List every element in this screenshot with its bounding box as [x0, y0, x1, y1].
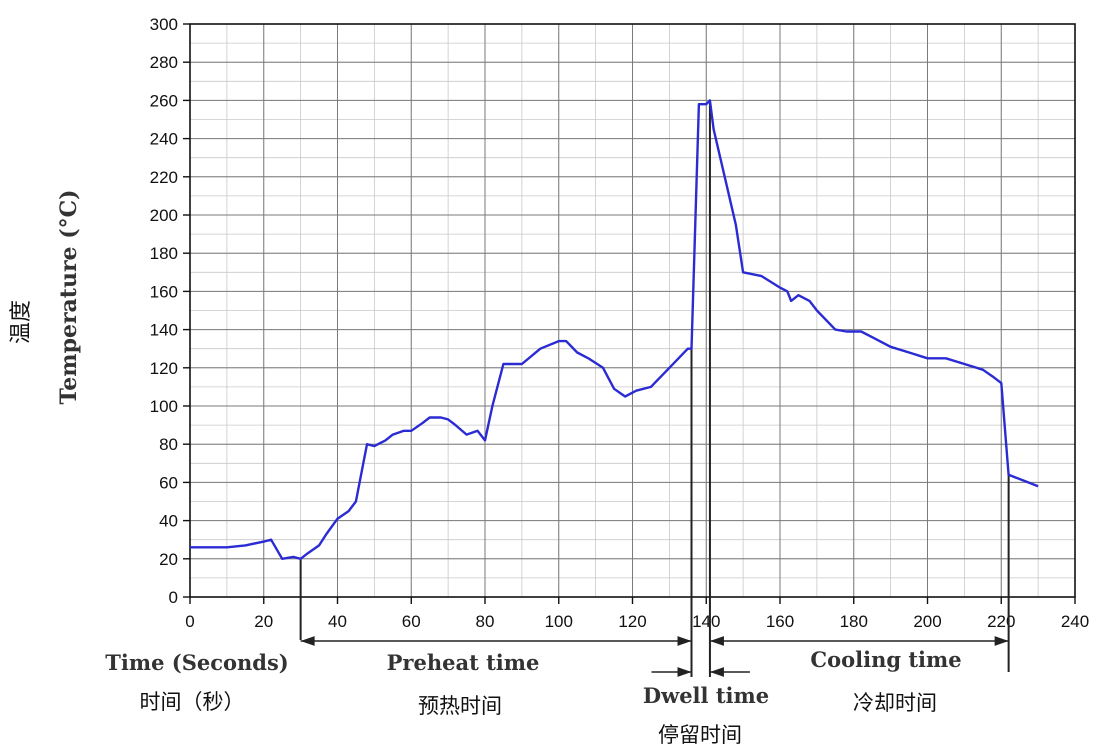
preheat-label: Preheat time: [387, 650, 540, 675]
y-tick-label: 180: [150, 244, 178, 263]
phase-marker-lines: [299, 100, 1010, 677]
dwell-label: Dwell time: [643, 683, 769, 708]
x-tick-label: 220: [987, 612, 1015, 631]
x-tick-label: 0: [185, 612, 194, 631]
y-tick-label: 300: [150, 15, 178, 34]
y-tick-label: 240: [150, 130, 178, 149]
y-tick-label: 220: [150, 168, 178, 187]
y-tick-label: 160: [150, 282, 178, 301]
dwell-label-cn: 停留时间: [658, 723, 742, 747]
y-tick-label: 40: [159, 512, 178, 531]
arrow-head: [994, 636, 1009, 646]
y-axis-label: Temperature (°C): [56, 189, 82, 404]
x-tick-label: 240: [1061, 612, 1089, 631]
y-tick-label: 120: [150, 359, 178, 378]
x-axis-ticks: 0 20 40 60 80 100 120 140 160 180 200 220 240: [185, 597, 1089, 631]
arrow-head: [677, 636, 692, 646]
x-tick-label: 100: [545, 612, 573, 631]
x-axis-label-cn: 时间（秒）: [140, 690, 245, 714]
arrow-head: [677, 667, 692, 677]
temperature-series-line: [190, 99, 1039, 560]
y-axis-label-cn: 温度: [9, 300, 34, 344]
y-axis-ticks: 0 20 40 60 80 100 120 140 160 180 200 220 240 260 280 3…: [150, 15, 190, 607]
cooling-label-cn: 冷却时间: [853, 691, 937, 715]
x-tick-label: 140: [692, 612, 720, 631]
y-tick-label: 0: [169, 588, 178, 607]
x-tick-label: 120: [618, 612, 646, 631]
arrow-head: [709, 667, 724, 677]
x-axis-label: Time (Seconds): [105, 650, 288, 675]
y-tick-label: 60: [159, 473, 178, 492]
x-tick-label: 20: [254, 612, 273, 631]
y-tick-label: 140: [150, 321, 178, 340]
x-tick-label: 160: [766, 612, 794, 631]
x-tick-label: 40: [328, 612, 347, 631]
x-tick-label: 60: [402, 612, 421, 631]
cooling-label: Cooling time: [810, 647, 961, 672]
preheat-label-cn: 预热时间: [418, 694, 502, 718]
y-tick-label: 280: [150, 53, 178, 72]
y-tick-label: 20: [159, 550, 178, 569]
x-tick-label: 200: [913, 612, 941, 631]
arrow-head: [300, 636, 315, 646]
y-tick-label: 260: [150, 91, 178, 110]
phase-arrows: [300, 636, 1009, 677]
x-tick-label: 180: [840, 612, 868, 631]
x-tick-label: 80: [476, 612, 495, 631]
y-tick-label: 100: [150, 397, 178, 416]
arrow-head: [709, 636, 724, 646]
y-tick-label: 80: [159, 435, 178, 454]
y-tick-label: 200: [150, 206, 178, 225]
